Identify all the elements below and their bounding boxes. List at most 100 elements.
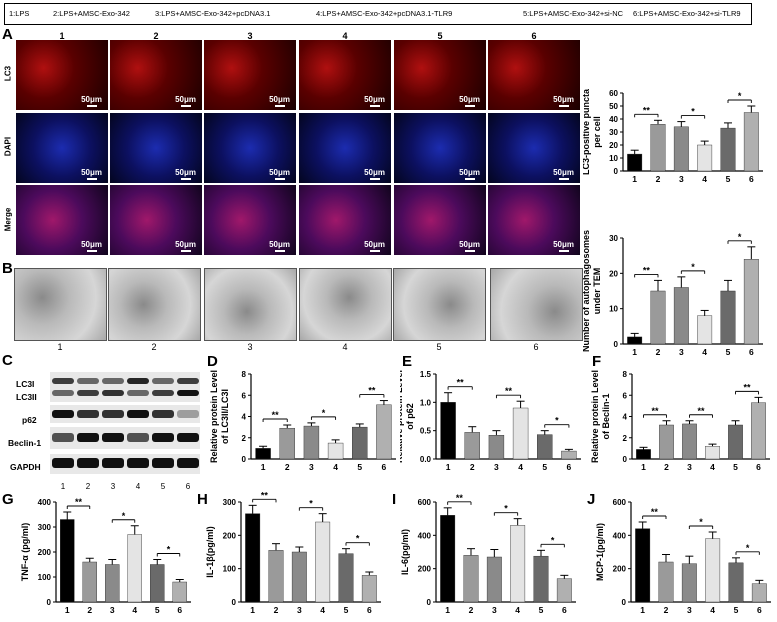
- blot-band: [177, 378, 199, 384]
- bar: [728, 562, 744, 603]
- scale-bar-label: 50μm: [553, 95, 574, 104]
- micrograph: 50μm: [299, 40, 391, 110]
- x-tick-label: 2: [87, 605, 92, 615]
- bar: [650, 290, 666, 345]
- scale-bar-label: 50μm: [459, 168, 480, 177]
- blot-band: [127, 458, 149, 468]
- scale-bar-label: 50μm: [269, 240, 290, 249]
- scale-bar-label: 50μm: [175, 95, 196, 104]
- y-axis-label: MCP-1(pg/ml): [595, 523, 605, 581]
- x-tick-label: 6: [749, 347, 754, 357]
- tem-image: [393, 268, 486, 341]
- bar: [510, 525, 526, 603]
- scale-bar: 50μm: [269, 240, 290, 252]
- significance-marker: **: [272, 410, 280, 420]
- y-axis-label: IL-6(pg/ml): [400, 529, 410, 575]
- significance-marker: **: [261, 490, 269, 500]
- bar: [82, 561, 97, 603]
- blot-band: [52, 458, 74, 468]
- y-tick-label: 0: [614, 340, 619, 349]
- scale-bar-label: 50μm: [459, 240, 480, 249]
- x-tick-label: 3: [494, 462, 499, 472]
- bar: [315, 521, 331, 603]
- blot-band: [77, 433, 99, 442]
- x-tick-label: 3: [309, 462, 314, 472]
- significance-marker: *: [167, 545, 171, 555]
- x-tick-label: 1: [632, 347, 637, 357]
- bar: [658, 561, 674, 603]
- micrograph: 50μm: [394, 185, 486, 255]
- blot-band: [177, 433, 199, 442]
- x-tick-label: 3: [110, 605, 115, 615]
- bar: [533, 555, 549, 603]
- y-tick-label: 0: [47, 598, 52, 607]
- significance-marker: **: [505, 386, 513, 396]
- row-label-lc3: LC3: [3, 65, 13, 82]
- bar: [60, 519, 75, 603]
- band-label-beclin-1: Beclin-1: [8, 438, 42, 448]
- x-tick-label: 5: [542, 462, 547, 472]
- micrograph: 50μm: [16, 40, 108, 110]
- x-tick-label: 4: [333, 462, 338, 472]
- micrograph: 50μm: [110, 113, 202, 183]
- y-axis-label: Relative protein Levelof LC3II/LC3I: [209, 370, 230, 463]
- band-label-lc3ii: LC3II: [16, 392, 37, 402]
- bar: [361, 575, 377, 603]
- bar: [561, 450, 577, 460]
- y-tick-label: 400: [613, 531, 627, 540]
- y-tick-label: 300: [38, 523, 52, 532]
- column-label: 4: [342, 31, 348, 41]
- blot-lane-label: 2: [85, 482, 91, 491]
- significance-marker: **: [457, 378, 465, 388]
- significance-marker: *: [504, 504, 508, 514]
- blot-band: [77, 390, 99, 396]
- blot-band: [102, 458, 124, 468]
- significance-marker: *: [322, 408, 326, 418]
- blot-band: [52, 410, 74, 418]
- tem-column-label: 1: [57, 342, 63, 352]
- blot-band: [152, 433, 174, 442]
- significance-marker: *: [309, 499, 313, 509]
- y-tick-label: 4: [242, 413, 247, 422]
- x-tick-label: 6: [756, 462, 761, 472]
- blot-band: [127, 390, 149, 396]
- x-tick-label: 6: [749, 174, 754, 184]
- bar: [751, 583, 767, 603]
- tem-image: [490, 268, 583, 341]
- blot-band: [102, 390, 124, 396]
- x-tick-label: 5: [539, 605, 544, 615]
- y-tick-label: 400: [418, 531, 432, 540]
- y-tick-label: 0: [623, 455, 628, 464]
- x-tick-label: 5: [726, 347, 731, 357]
- panel-label: J: [587, 491, 595, 508]
- tem-image: [299, 268, 392, 341]
- bar: [327, 442, 344, 460]
- significance-marker: **: [643, 265, 651, 275]
- blot-band: [152, 390, 174, 396]
- y-tick-label: 0.0: [420, 455, 432, 464]
- x-tick-label: 5: [733, 462, 738, 472]
- y-tick-label: 100: [38, 573, 52, 582]
- y-tick-label: 10: [609, 154, 618, 163]
- significance-marker: **: [643, 105, 651, 115]
- bar: [728, 424, 743, 460]
- micrograph: 50μm: [204, 185, 296, 255]
- y-tick-label: 6: [242, 391, 247, 400]
- x-tick-label: 4: [702, 347, 707, 357]
- blot-band: [127, 433, 149, 442]
- y-tick-label: 20: [609, 269, 618, 278]
- y-tick-label: 20: [609, 141, 618, 150]
- chart-tem-autophagosomes: 0 10 20 30 Number of autophagosomesunder TEM…: [583, 230, 763, 357]
- x-tick-label: 2: [285, 462, 290, 472]
- x-tick-label: 3: [679, 174, 684, 184]
- x-tick-label: 6: [367, 605, 372, 615]
- blot-band: [127, 410, 149, 418]
- scale-bar: 50μm: [364, 240, 385, 252]
- blot-band: [177, 390, 199, 396]
- blot-band: [127, 378, 149, 384]
- scale-bar: 50μm: [269, 95, 290, 107]
- bar: [720, 290, 736, 345]
- legend-item: 5:LPS+AMSC-Exo-342+si-NC: [523, 9, 624, 18]
- scale-bar-label: 50μm: [364, 240, 385, 249]
